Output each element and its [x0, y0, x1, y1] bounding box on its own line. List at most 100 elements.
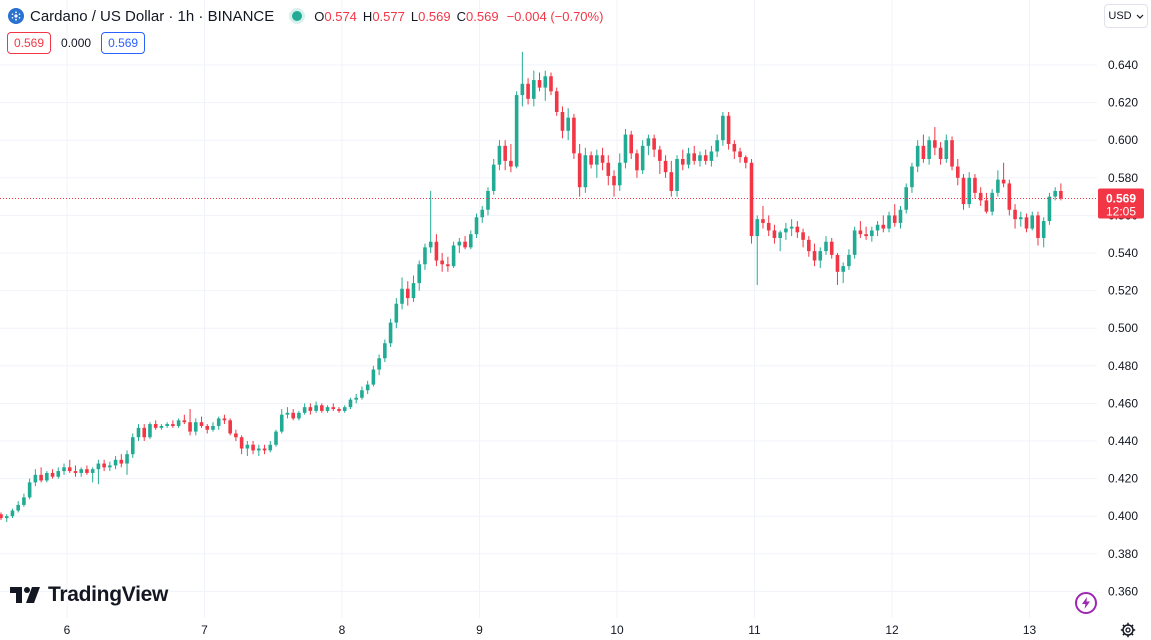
price-axis[interactable]: 0.360 0.380 0.400 0.420 0.440 0.460 0.480 0.500… — [1108, 58, 1138, 598]
candle — [96, 459, 101, 485]
candle — [142, 424, 147, 441]
candle-body — [589, 155, 593, 165]
open-value: 0.574 — [324, 8, 357, 24]
high-label: H — [362, 8, 373, 24]
buy-button[interactable]: 0.569 — [101, 32, 146, 54]
y-tick-label: 0.580 — [1108, 171, 1138, 185]
candle — [308, 403, 313, 415]
candle-body — [709, 151, 714, 161]
candle-body — [898, 209, 903, 223]
candle — [325, 405, 330, 413]
candle-body — [858, 230, 863, 235]
candle-body — [371, 369, 376, 385]
candle — [354, 394, 359, 404]
candle — [709, 145, 714, 167]
y-tick-label: 0.640 — [1108, 58, 1138, 72]
candle-body — [417, 264, 422, 284]
candle — [90, 467, 95, 483]
candle — [365, 380, 370, 394]
candle-body — [658, 149, 662, 161]
candle — [1018, 211, 1023, 227]
candle-body — [933, 140, 937, 148]
candle — [715, 134, 719, 158]
chart-grid — [0, 0, 1097, 618]
candle-body — [749, 162, 754, 237]
candle — [933, 127, 937, 156]
candle — [193, 418, 198, 436]
candle-body — [199, 422, 204, 426]
candle — [468, 230, 473, 250]
candle-body — [377, 358, 381, 370]
candle — [915, 140, 920, 173]
candle — [852, 226, 857, 259]
candle-body — [440, 260, 444, 265]
candle — [348, 397, 353, 410]
candle-body — [864, 234, 868, 237]
candle-body — [10, 510, 15, 517]
current-price-value: 0.569 — [1106, 191, 1136, 205]
candle-body — [239, 437, 244, 449]
candle — [864, 226, 868, 240]
sell-button[interactable]: 0.569 — [7, 32, 52, 54]
ohlc-values: O0.574 H0.577 L0.569 C0.569 −0.004 (−0.7… — [314, 9, 603, 24]
high-value: 0.577 — [372, 8, 405, 24]
candle — [520, 51, 525, 107]
currency-select[interactable]: USD — [1104, 4, 1148, 28]
candle-body — [732, 143, 737, 152]
y-tick-label: 0.480 — [1108, 359, 1138, 373]
candle-body — [348, 399, 353, 408]
candle-body — [1030, 215, 1035, 229]
candle-body — [910, 166, 914, 188]
flash-button[interactable] — [1075, 592, 1097, 614]
candle-body — [320, 405, 324, 411]
candle-body — [67, 467, 72, 472]
spread-value: 0.000 — [61, 36, 92, 50]
candle — [10, 508, 15, 519]
candle-body — [56, 471, 61, 477]
candle — [738, 147, 742, 163]
candle-body — [188, 422, 192, 432]
candle — [617, 153, 622, 191]
candle-body — [411, 283, 416, 299]
gear-icon[interactable] — [1120, 622, 1136, 638]
candle-body — [1024, 217, 1029, 229]
candle-body — [950, 140, 954, 167]
candle — [239, 435, 244, 455]
candle — [566, 108, 570, 141]
candle — [434, 234, 439, 267]
symbol-title[interactable]: Cardano / US Dollar · 1h · BINANCE — [30, 7, 275, 25]
time-axis[interactable]: 6 7 8 9 10 11 12 13 — [64, 623, 1037, 637]
candle-body — [251, 444, 255, 451]
candle-body — [285, 412, 290, 415]
candle — [537, 72, 542, 92]
candle — [130, 433, 135, 458]
tradingview-logo[interactable]: TradingView — [10, 583, 168, 607]
candle — [761, 206, 765, 229]
market-open-icon — [292, 11, 303, 21]
candle-body — [996, 179, 1000, 193]
candle-body — [1053, 190, 1057, 197]
candle-body — [875, 224, 880, 231]
candle-body — [675, 159, 679, 191]
price-change: −0.004 (−0.70%) — [506, 8, 604, 24]
candle-body — [595, 155, 599, 165]
candle-body — [738, 151, 742, 158]
candle — [0, 512, 3, 520]
candle-body — [90, 469, 95, 473]
candle-body — [279, 414, 284, 432]
candle-body — [1059, 190, 1063, 199]
candle — [73, 465, 78, 477]
candle — [612, 170, 616, 197]
candle — [377, 354, 381, 376]
y-tick-label: 0.400 — [1108, 509, 1138, 523]
candle-body — [297, 412, 301, 419]
candle — [543, 70, 548, 101]
candle-body — [257, 448, 261, 451]
candle — [159, 424, 164, 430]
candle — [824, 236, 828, 255]
candle — [870, 226, 874, 242]
candle — [62, 463, 66, 475]
candle-body — [474, 217, 479, 235]
candle-body — [532, 80, 536, 99]
